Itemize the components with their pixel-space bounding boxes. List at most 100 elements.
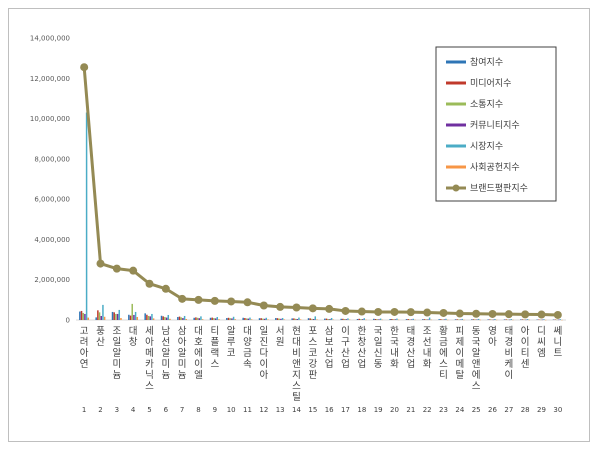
- bar: [358, 318, 360, 320]
- bar: [508, 319, 511, 321]
- bar: [151, 313, 153, 320]
- legend-marker: [452, 184, 460, 192]
- rank-number: 24: [455, 406, 464, 414]
- bar: [521, 319, 524, 320]
- line-point: [423, 308, 432, 317]
- category-labels: 고 려 아 연 풍 산 조 일 알 미 늄 대 창 세 아 메 카 닉 스 남 선 알 미 늄 삼 아 알 미 늄 대 호 에 이 엘 티 플 랙 스 알 루…: [80, 326, 563, 403]
- legend-label: 커뮤니티지수: [470, 120, 520, 131]
- line-point: [537, 310, 546, 319]
- legend-label: 참여지수: [470, 56, 503, 68]
- bar: [325, 318, 328, 320]
- bar: [216, 316, 219, 320]
- legend-swatch: [446, 60, 466, 64]
- rank-number: 17: [341, 406, 350, 414]
- line-point: [80, 63, 89, 72]
- bar: [229, 318, 231, 320]
- bar: [446, 319, 449, 321]
- rank-number: 10: [227, 406, 236, 414]
- bar: [360, 319, 362, 320]
- y-tick-label: 4,000,000: [34, 236, 70, 244]
- line-point: [308, 304, 317, 313]
- bar: [198, 318, 200, 320]
- y-axis: 0 2,000,000 4,000,000 6,000,000 8,000,000 10,…: [30, 35, 70, 325]
- bar: [129, 315, 132, 320]
- bar: [144, 313, 146, 320]
- line-point: [341, 306, 350, 315]
- bar: [102, 304, 104, 320]
- bar: [211, 317, 213, 320]
- bar: [244, 317, 246, 320]
- bar: [461, 318, 464, 320]
- bar: [392, 319, 395, 320]
- bar: [495, 319, 498, 321]
- bar: [136, 316, 139, 320]
- bar: [428, 317, 431, 320]
- bar: [307, 318, 310, 320]
- y-tick-label: 12,000,000: [30, 75, 70, 83]
- bar: [281, 317, 284, 320]
- bar: [80, 310, 83, 320]
- bar: [541, 319, 543, 321]
- rank-number: 3: [115, 406, 119, 414]
- bar: [195, 317, 197, 320]
- bar: [329, 319, 331, 320]
- bar: [505, 319, 507, 320]
- bar: [425, 319, 427, 320]
- rank-number: 25: [472, 406, 481, 414]
- bar: [397, 319, 400, 321]
- bar: [278, 318, 280, 320]
- legend-label: 소통지수: [470, 99, 503, 110]
- rank-number: 22: [423, 406, 432, 414]
- bar: [258, 318, 261, 320]
- bar: [539, 319, 542, 321]
- bar: [260, 318, 262, 320]
- bar: [209, 317, 212, 320]
- bar: [231, 318, 233, 320]
- rank-number: 1: [82, 406, 86, 414]
- line-point: [390, 307, 399, 316]
- bar: [477, 318, 480, 320]
- line-point: [374, 307, 383, 316]
- bar: [128, 314, 130, 320]
- bar: [347, 318, 349, 320]
- rank-number: 12: [259, 406, 268, 414]
- line-point: [129, 266, 138, 275]
- bar: [526, 319, 529, 320]
- y-tick-label: 8,000,000: [34, 155, 70, 163]
- bar: [167, 314, 170, 320]
- bar: [183, 315, 186, 320]
- bar: [169, 318, 171, 320]
- bar: [554, 319, 556, 320]
- legend-swatch: [446, 81, 466, 85]
- bar: [381, 319, 384, 321]
- bar: [422, 319, 424, 320]
- bar: [226, 317, 228, 320]
- line-point: [276, 302, 285, 311]
- line-point: [194, 295, 203, 304]
- bar: [200, 316, 202, 320]
- bar: [327, 318, 329, 320]
- rank-number: 13: [276, 406, 285, 414]
- bar: [309, 318, 311, 320]
- bar: [298, 317, 300, 320]
- rank-number: 29: [537, 406, 546, 414]
- rank-number: 7: [180, 406, 184, 414]
- bar: [147, 315, 150, 320]
- rank-number: 15: [308, 406, 317, 414]
- bar: [218, 319, 220, 320]
- line-point: [161, 284, 170, 293]
- bar: [528, 319, 531, 321]
- rank-number: 5: [147, 406, 151, 414]
